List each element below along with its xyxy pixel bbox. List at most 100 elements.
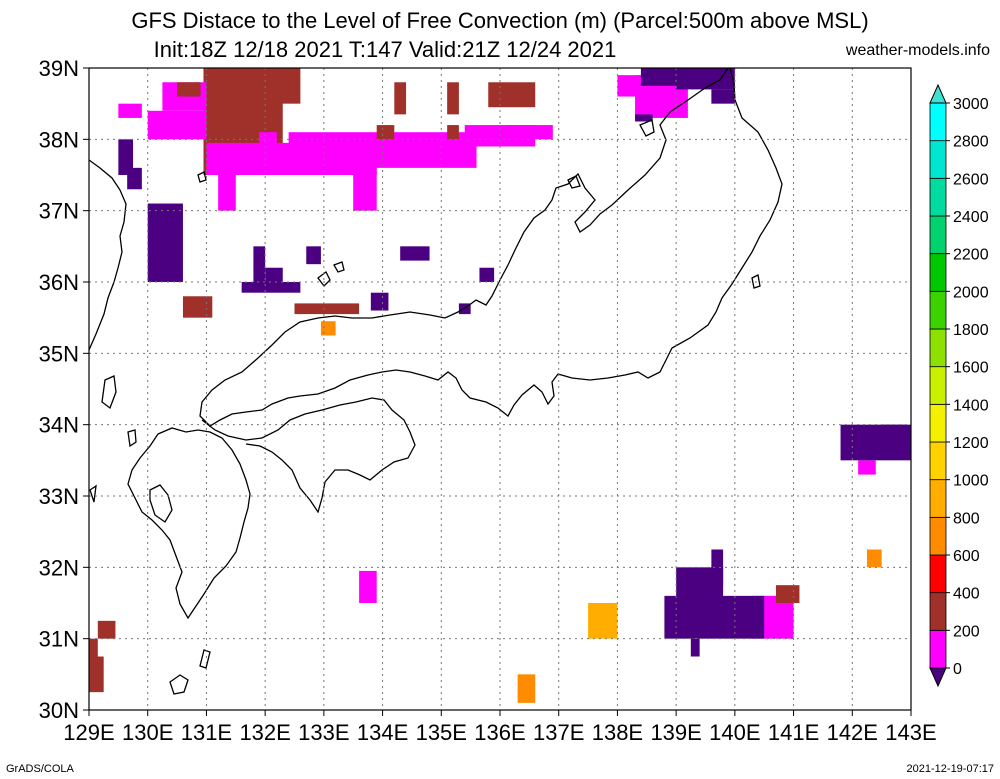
colorbar-label-2800: 2800 [953, 134, 989, 151]
colorbar-label-1200: 1200 [953, 435, 989, 452]
colorbar-box-2600 [929, 140, 947, 179]
colorbar-box-1000 [929, 441, 947, 481]
colorbar-label-0: 0 [953, 661, 962, 678]
site-label: weather-models.info [845, 42, 990, 59]
xtick-label-139E: 139E [650, 720, 701, 745]
ytick-label-34N: 34N [39, 413, 79, 438]
colorbar-label-1000: 1000 [953, 473, 989, 490]
data-field [89, 68, 911, 703]
colorbar-box-2000 [929, 253, 947, 292]
field-cell-1 [229, 68, 301, 104]
ytick-label-33N: 33N [39, 484, 79, 509]
field-cell-47 [400, 246, 430, 261]
field-cell-26 [97, 620, 116, 639]
field-cell-45 [370, 292, 389, 311]
colorbar-box-0 [929, 629, 947, 669]
xtick-label-141E: 141E [768, 720, 819, 745]
field-cell-4 [147, 110, 207, 140]
colorbar-label-2400: 2400 [953, 209, 989, 226]
colorbar-label-3000: 3000 [953, 96, 989, 113]
ytick-label-30N: 30N [39, 698, 79, 723]
colorbar-box-200 [929, 592, 947, 631]
colorbar-box-1400 [929, 366, 947, 405]
field-cell-43 [265, 267, 283, 286]
field-cell-14 [359, 570, 377, 603]
ytick-label-36N: 36N [39, 270, 79, 295]
xtick-label-140E: 140E [709, 720, 760, 745]
xtick-label-132E: 132E [239, 720, 290, 745]
colorbar-box-1600 [929, 328, 947, 368]
field-cell-42 [159, 232, 178, 268]
colorbar-label-600: 600 [953, 548, 980, 565]
colorbar-box-2800 [929, 102, 947, 142]
field-cell-24 [294, 303, 360, 315]
ytick-label-38N: 38N [39, 127, 79, 152]
colorbar-box-1800 [929, 290, 947, 330]
field-cell-31 [517, 674, 536, 703]
field-cell-54 [635, 114, 653, 122]
footer-grads: GrADS/COLA [6, 763, 74, 775]
field-cell-50 [690, 638, 700, 657]
field-cell-48 [479, 267, 495, 282]
chart-subtitle: Init:18Z 12/18 2021 T:147 Valid:21Z 12/2… [153, 37, 617, 62]
colorbar-high-triangle [929, 83, 947, 104]
field-cell-18 [376, 125, 395, 140]
colorbar-box-800 [929, 479, 947, 518]
xtick-label-134E: 134E [357, 720, 408, 745]
coastlines [89, 68, 783, 695]
field-cell-21 [447, 82, 459, 115]
field-cell-36 [458, 303, 471, 315]
colorbar-box-400 [929, 554, 947, 594]
field-cell-32 [588, 603, 618, 639]
field-cell-28 [89, 638, 98, 657]
colorbar-label-2000: 2000 [953, 284, 989, 301]
xtick-label-130E: 130E [122, 720, 173, 745]
colorbar-low-triangle [929, 667, 947, 688]
colorbar-box-600 [929, 516, 947, 556]
field-cell-8 [218, 175, 236, 211]
field-cell-44 [253, 246, 266, 282]
ytick-label-32N: 32N [39, 555, 79, 580]
xtick-label-136E: 136E [474, 720, 525, 745]
field-cell-46 [306, 246, 321, 265]
field-cell-13 [118, 103, 142, 118]
colorbar-label-200: 200 [953, 623, 980, 640]
ytick-label-31N: 31N [39, 627, 79, 652]
xtick-label-137E: 137E [533, 720, 584, 745]
field-cell-53 [881, 424, 906, 450]
ytick-label-39N: 39N [39, 56, 79, 81]
footer-timestamp: 2021-12-19-07:17 [906, 763, 994, 775]
xtick-label-143E: 143E [885, 720, 936, 745]
field-cell-33 [118, 139, 134, 175]
field-cell-22 [488, 82, 536, 108]
axis-ticks: 129E 130E 131E 132E 133E 134E 135E 136E 137E 138E… [39, 56, 937, 745]
field-cell-19 [394, 82, 407, 115]
field-cell-7 [353, 167, 377, 211]
field-cell-38 [711, 89, 735, 104]
field-cell-30 [866, 549, 882, 568]
colorbar-label-1400: 1400 [953, 397, 989, 414]
field-cell-27 [89, 656, 104, 693]
xtick-label-129E: 129E [63, 720, 114, 745]
field-cell-16 [858, 460, 876, 475]
colorbar-label-1600: 1600 [953, 360, 989, 377]
colorbar-box-2400 [929, 177, 947, 217]
field-cell-20 [447, 125, 459, 140]
colorbar-label-800: 800 [953, 510, 980, 527]
colorbar-label-2200: 2200 [953, 247, 989, 264]
xtick-label-131E: 131E [181, 720, 232, 745]
colorbar-box-2200 [929, 215, 947, 255]
xtick-label-133E: 133E [298, 720, 349, 745]
field-cell-10 [505, 125, 553, 140]
field-cell-29 [320, 321, 336, 336]
colorbar-label-1800: 1800 [953, 322, 989, 339]
field-cell-25 [775, 585, 800, 603]
field-cell-23 [182, 296, 213, 318]
colorbar: 0 200 400 600 800 1000 1200 1400 1600 1800 2000 220… [929, 83, 989, 688]
colorbar-box-1200 [929, 403, 947, 443]
xtick-label-142E: 142E [827, 720, 878, 745]
ytick-label-37N: 37N [39, 199, 79, 224]
xtick-label-138E: 138E [592, 720, 643, 745]
ytick-label-35N: 35N [39, 341, 79, 366]
